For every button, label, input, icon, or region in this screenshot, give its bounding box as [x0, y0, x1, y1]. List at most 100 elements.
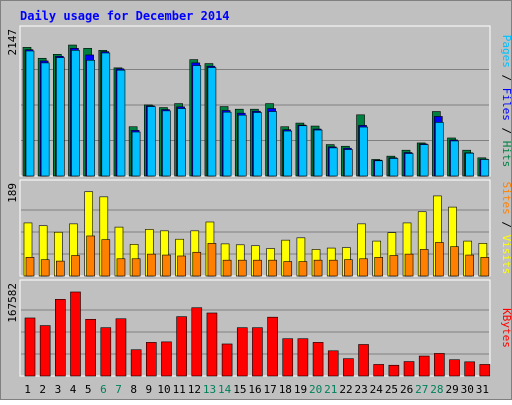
- bar-kbytes: [70, 291, 81, 377]
- bar-pages: [404, 153, 414, 177]
- legend-part: /: [500, 121, 512, 141]
- bar-pages: [389, 158, 399, 177]
- bar-pages: [116, 69, 126, 177]
- bar-sites: [56, 260, 65, 277]
- bar-sites: [25, 257, 35, 277]
- bar-kbytes: [145, 342, 157, 377]
- x-tick-label: 15: [233, 383, 246, 396]
- bar-pages: [253, 112, 262, 177]
- x-tick-label: 7: [115, 383, 122, 396]
- bar-sites: [222, 259, 232, 277]
- bar-kbytes: [191, 307, 203, 377]
- x-tick-label: 30: [461, 383, 474, 396]
- bar-sites: [146, 253, 156, 277]
- bar-pages: [374, 160, 384, 177]
- bar-sites: [283, 261, 293, 277]
- bar-kbytes: [403, 361, 415, 377]
- bar-sites: [207, 243, 217, 277]
- bar-sites: [192, 251, 202, 277]
- bar-pages: [177, 108, 186, 177]
- x-tick-label: 8: [130, 383, 137, 396]
- bar-sites: [298, 261, 308, 277]
- x-tick-label: 5: [85, 383, 92, 396]
- bar-sites: [253, 259, 262, 277]
- bar-sites: [131, 258, 141, 277]
- bar-sites: [404, 253, 414, 277]
- panel-visits: 189 Sites / Visits: [6, 179, 512, 277]
- bar-pages: [328, 147, 338, 177]
- bar-sites: [177, 255, 186, 277]
- bar-kbytes: [252, 327, 263, 377]
- legend-label-visits: Sites / Visits: [500, 182, 512, 275]
- x-tick-label: 19: [294, 383, 307, 396]
- x-tick-label: 18: [279, 383, 292, 396]
- bar-kbytes: [267, 316, 278, 377]
- bar-sites: [480, 257, 490, 277]
- bar-kbytes: [297, 338, 309, 377]
- bar-pages: [101, 52, 111, 177]
- bar-pages: [313, 129, 323, 177]
- bar-sites: [359, 258, 368, 277]
- bar-pages: [162, 110, 171, 177]
- bar-pages: [480, 159, 490, 177]
- chart-panels: 2147 Pages / Files / Hits 189 Sites / Visit…: [6, 25, 512, 377]
- bar-kbytes: [39, 325, 51, 377]
- bar-pages: [465, 152, 474, 177]
- max-label-hits: 2147: [6, 29, 19, 56]
- max-label-visits: 189: [6, 183, 19, 203]
- x-tick-label: 3: [55, 383, 62, 396]
- bar-sites: [435, 242, 444, 277]
- bar-pages: [268, 111, 277, 177]
- x-tick-label: 26: [400, 383, 413, 396]
- x-tick-label: 11: [173, 383, 186, 396]
- bar-sites: [328, 259, 338, 277]
- bar-kbytes: [327, 350, 339, 377]
- legend-part: KBytes: [500, 308, 512, 348]
- x-tick-label: 1: [24, 383, 31, 396]
- legend-part: Hits: [500, 141, 512, 168]
- bar-sites: [419, 249, 429, 277]
- x-tick-label: 12: [188, 383, 201, 396]
- series-pages: [25, 50, 490, 177]
- bar-pages: [237, 114, 247, 177]
- legend-part: Visits: [500, 235, 512, 275]
- x-tick-label: 2: [39, 383, 46, 396]
- panel-hits: 2147 Pages / Files / Hits: [6, 25, 512, 177]
- bar-sites: [450, 246, 459, 277]
- x-tick-label: 21: [324, 383, 337, 396]
- bar-pages: [419, 144, 429, 177]
- bar-sites: [101, 239, 111, 277]
- bar-pages: [71, 50, 80, 177]
- x-tick-label: 6: [100, 383, 107, 396]
- legend-label-hits: Pages / Files / Hits: [500, 35, 512, 168]
- bar-pages: [131, 131, 141, 177]
- bar-pages: [56, 57, 65, 177]
- bar-kbytes: [449, 359, 460, 377]
- x-tick-label: 17: [264, 383, 277, 396]
- bar-sites: [71, 255, 80, 277]
- x-tick-label: 22: [339, 383, 352, 396]
- bar-sites: [162, 254, 171, 277]
- x-tick-label: 29: [445, 383, 458, 396]
- panel-kbytes: 167582 KBytes: [6, 279, 512, 377]
- x-axis-labels: 1 2 3 4 5 6 7 8 9 10 11 12 13 14 15 16 17 18 19 20 21 22 23 24 2…: [24, 383, 489, 396]
- x-tick-label: 4: [70, 383, 77, 396]
- bar-sites: [86, 235, 95, 277]
- x-tick-label: 23: [355, 383, 368, 396]
- bar-kbytes: [85, 318, 96, 377]
- bar-sites: [344, 259, 353, 277]
- bar-kbytes: [418, 355, 430, 377]
- x-tick-label: 13: [203, 383, 216, 396]
- chart-title: Daily usage for December 2014: [20, 9, 230, 23]
- max-label-kbytes: 167582: [6, 283, 19, 323]
- bar-kbytes: [221, 343, 233, 377]
- x-tick-label: 24: [370, 383, 384, 396]
- series-kbytes: [24, 291, 491, 377]
- bar-sites: [465, 254, 474, 277]
- legend-part: Files: [500, 88, 512, 121]
- legend-part: /: [500, 215, 512, 235]
- legend-part: Sites: [500, 182, 512, 215]
- x-tick-label: 28: [430, 383, 443, 396]
- x-tick-label: 27: [415, 383, 428, 396]
